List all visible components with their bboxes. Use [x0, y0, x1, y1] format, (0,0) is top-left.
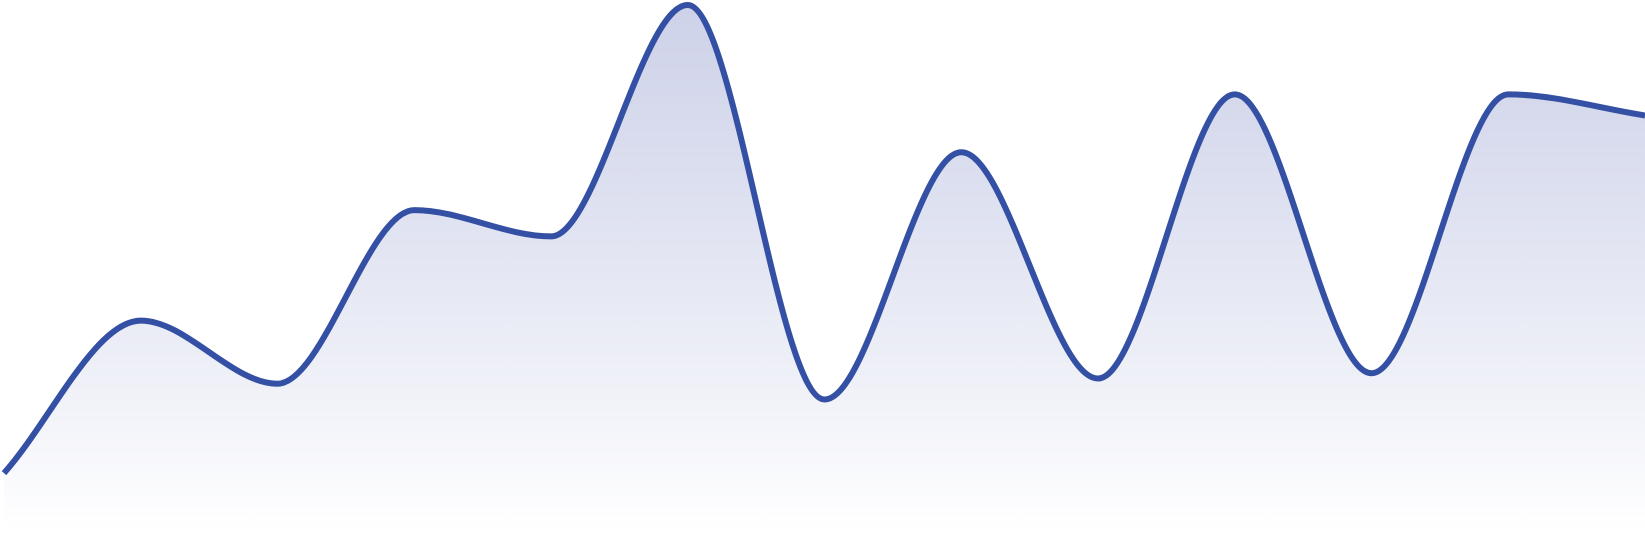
data-point-0 [1, 470, 7, 476]
data-point-3 [411, 207, 417, 213]
data-point-7 [958, 149, 964, 155]
data-point-5 [685, 2, 691, 8]
data-point-10 [1369, 370, 1375, 376]
data-point-8 [1095, 376, 1101, 382]
data-point-2 [275, 381, 281, 387]
data-point-4 [548, 233, 554, 239]
data-point-6 [822, 397, 828, 403]
data-point-9 [1232, 91, 1238, 97]
series-line [1, 2, 1645, 476]
data-point-11 [1505, 91, 1511, 97]
series-area-fill [4, 5, 1645, 531]
data-point-1 [138, 318, 144, 324]
